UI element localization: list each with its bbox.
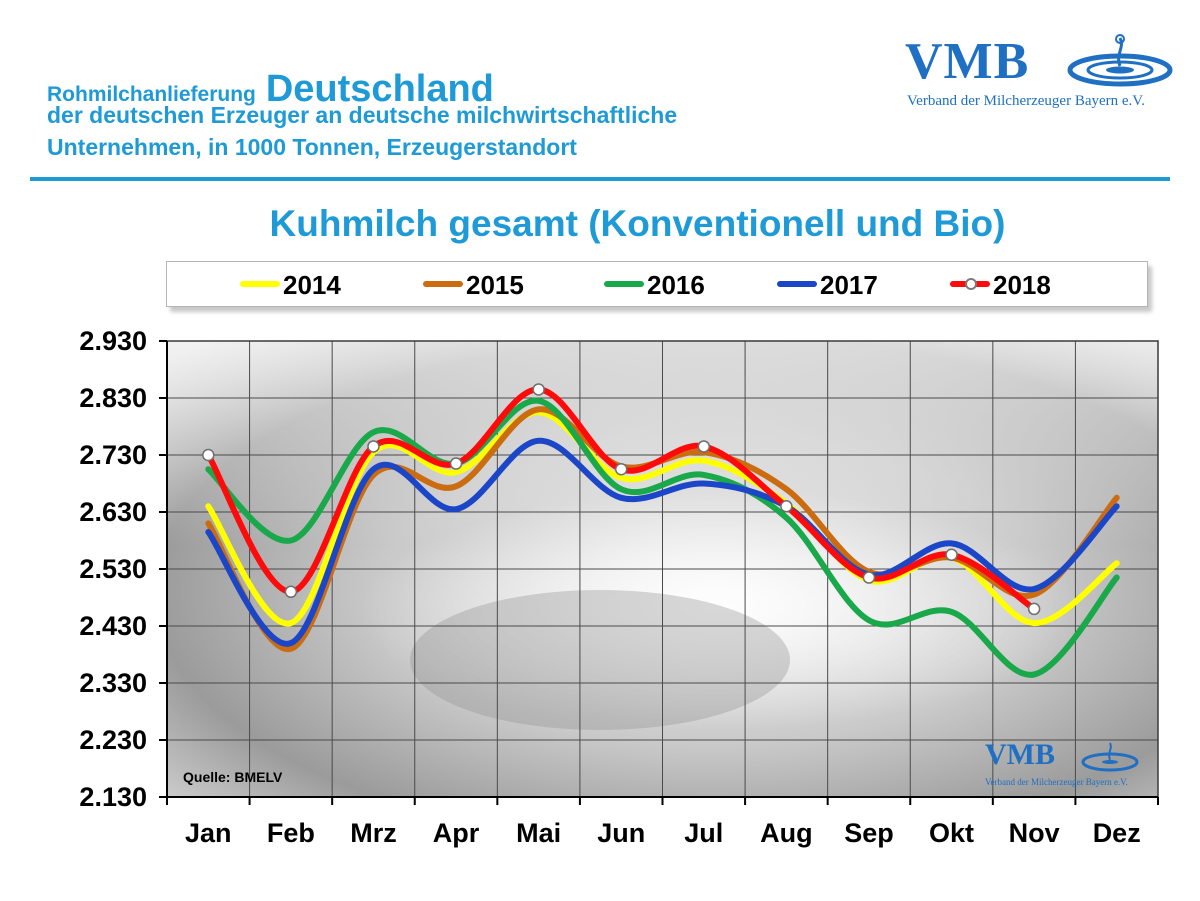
y-tick-label: 2.330 bbox=[79, 668, 147, 698]
x-tick-label: Feb bbox=[267, 818, 315, 848]
y-tick-label: 2.730 bbox=[79, 440, 147, 470]
vmb-watermark: VMB Verband der Milcherzeuger Bayern e.V… bbox=[985, 738, 1145, 794]
logo-swirl-icon bbox=[1067, 34, 1173, 87]
x-tick-label: Mrz bbox=[350, 818, 397, 848]
series-marker-2018 bbox=[614, 463, 628, 476]
chart-legend: 2014 2015 2016 2017 2018 bbox=[166, 261, 1148, 307]
series-marker-2018 bbox=[780, 500, 793, 513]
watermark-text: VMB bbox=[985, 738, 1055, 771]
watermark-swirl-icon bbox=[1081, 742, 1139, 772]
series-line-2018 bbox=[205, 386, 1038, 612]
x-tick-label: Dez bbox=[1093, 818, 1141, 848]
series-line-2017 bbox=[205, 437, 1120, 647]
series-marker-2018 bbox=[367, 440, 380, 453]
series-marker-2018 bbox=[945, 548, 958, 561]
vmb-logo: VMB Verband der Milcherzeuger Bayern e.V… bbox=[905, 32, 1175, 122]
legend-label-2018: 2018 bbox=[993, 270, 1051, 300]
legend-label-2017: 2017 bbox=[820, 270, 878, 300]
series-marker-2018 bbox=[284, 585, 298, 599]
series-marker-2018 bbox=[1027, 602, 1041, 616]
x-tick-label: Okt bbox=[929, 818, 974, 848]
x-tick-label: Mai bbox=[516, 818, 561, 848]
series-marker-2018 bbox=[862, 571, 876, 584]
series-marker-2018 bbox=[697, 440, 711, 453]
x-tick-label: Aug bbox=[760, 818, 812, 848]
legend-swatch-2015 bbox=[423, 281, 463, 287]
logo-text: VMB bbox=[905, 33, 1030, 90]
source-note: Quelle: BMELV bbox=[183, 769, 283, 785]
series-marker-2018 bbox=[202, 448, 215, 462]
x-tick-label: Sep bbox=[844, 818, 894, 848]
legend-label-2014: 2014 bbox=[283, 270, 341, 300]
y-tick-label: 2.130 bbox=[79, 782, 147, 812]
x-tick-label: Apr bbox=[433, 818, 480, 848]
logo-subtitle: Verband der Milcherzeuger Bayern e.V. bbox=[907, 93, 1145, 109]
header-title-large: Deutschland bbox=[265, 68, 494, 110]
header-subtitle-line-1: der deutschen Erzeuger an deutsche milch… bbox=[47, 102, 678, 128]
header-title-small: Rohmilchanlieferung bbox=[47, 83, 256, 106]
y-axis-tick-labels: 2.130 2.230 2.330 2.430 2.530 2.630 2.730 2.830… bbox=[79, 326, 147, 812]
x-tick-label: Jul bbox=[684, 818, 723, 848]
axes bbox=[159, 340, 1159, 805]
legend-swatch-2016 bbox=[604, 281, 644, 287]
legend-label-2016: 2016 bbox=[647, 270, 705, 300]
legend-label-2015: 2015 bbox=[466, 270, 524, 300]
y-tick-label: 2.630 bbox=[79, 497, 147, 527]
y-tick-label: 2.530 bbox=[79, 554, 147, 584]
x-axis-tick-labels: Jan Feb Mrz Apr Mai Jun Jul Aug Sep Okt Nov Dez bbox=[185, 818, 1141, 848]
header-title: Rohmilchanlieferung Deutschland bbox=[47, 68, 494, 111]
chart-title: Kuhmilch gesamt (Konventionell und Bio) bbox=[269, 203, 1006, 244]
y-tick-label: 2.830 bbox=[79, 383, 147, 413]
legend-swatch-2017 bbox=[777, 281, 817, 287]
series-line-2016 bbox=[205, 397, 1120, 678]
series-marker-2018 bbox=[532, 383, 545, 396]
series-marker-2018 bbox=[449, 457, 463, 470]
y-tick-label: 2.230 bbox=[79, 725, 147, 755]
x-tick-label: Nov bbox=[1009, 818, 1060, 848]
y-tick-label: 2.430 bbox=[79, 611, 147, 641]
legend-swatch-2014 bbox=[240, 281, 280, 287]
watermark-subtitle: Verband der Milcherzeuger Bayern e.V. bbox=[985, 777, 1128, 787]
header-subtitle-line-2: Unternehmen, in 1000 Tonnen, Erzeugersta… bbox=[47, 134, 577, 160]
series-markers bbox=[202, 383, 1041, 616]
y-tick-label: 2.930 bbox=[79, 326, 147, 356]
x-tick-label: Jun bbox=[597, 818, 645, 848]
x-tick-label: Jan bbox=[185, 818, 232, 848]
header-divider bbox=[30, 177, 1170, 181]
legend-marker-2018 bbox=[965, 278, 977, 290]
